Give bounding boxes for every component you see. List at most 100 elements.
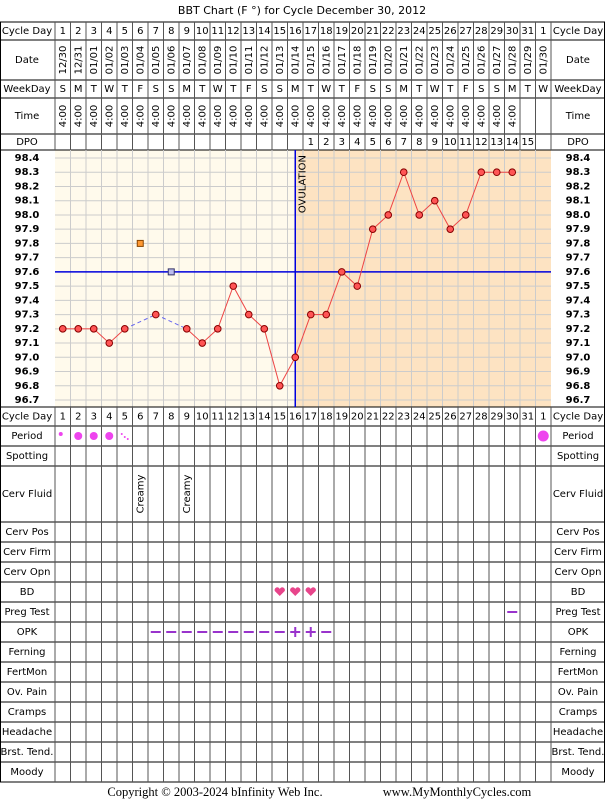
- cell-text: 3: [91, 412, 97, 423]
- row-label: WeekDay: [554, 84, 601, 95]
- cell-text: 4:00: [445, 105, 456, 127]
- cell-text: W: [321, 84, 331, 95]
- period-mark: [105, 432, 114, 440]
- cell-text: 01/04: [135, 46, 146, 75]
- temp-point: [74, 325, 83, 333]
- y-tick-label: 96.8: [566, 381, 591, 392]
- cell-text: 10: [196, 26, 209, 37]
- cell-text: 4:00: [275, 105, 286, 127]
- cell-text: 4:00: [197, 105, 208, 127]
- row-label: Preg Test: [555, 607, 600, 618]
- temp-point: [182, 325, 191, 333]
- y-tick-label: 97.2: [15, 324, 40, 335]
- cell-text: 01/30: [538, 46, 549, 75]
- cell-text: F: [246, 84, 252, 95]
- bd-heart: [290, 587, 301, 596]
- cell-text: 1: [540, 26, 546, 37]
- period-mark: [89, 432, 98, 440]
- temp-point: [461, 211, 470, 219]
- row-label: Cycle Day: [2, 26, 52, 37]
- row-label: Date: [566, 55, 590, 66]
- cell-text: F: [354, 84, 360, 95]
- cell-text: 01/26: [476, 46, 487, 75]
- row-label: Preg Test: [4, 607, 49, 618]
- cell-text: 4:00: [414, 105, 425, 127]
- y-tick-label: 97.8: [15, 238, 40, 249]
- cell-text: 15: [273, 26, 286, 37]
- row-label: Cycle Day: [553, 412, 603, 423]
- y-tick-label: 97.1: [566, 338, 591, 349]
- y-tick-label: 96.9: [15, 367, 40, 378]
- cell-text: 14: [506, 137, 519, 148]
- y-tick-label: 98.0: [566, 210, 591, 221]
- discarded-temp: [167, 268, 175, 276]
- cell-text: 16: [289, 26, 302, 37]
- cell-text: 4: [354, 137, 360, 148]
- y-tick-label: 97.4: [15, 295, 40, 306]
- cell-text: 4:00: [321, 105, 332, 127]
- row-label: Ferning: [559, 647, 596, 658]
- cell-text: 1: [540, 412, 546, 423]
- cell-text: 22: [382, 412, 395, 423]
- row-label: WeekDay: [3, 84, 50, 95]
- row-label: FertMon: [558, 667, 598, 678]
- cell-text: 23: [397, 26, 410, 37]
- cell-text: 4:00: [461, 105, 472, 127]
- cell-text: M: [74, 84, 83, 95]
- row-label: OPK: [17, 627, 38, 638]
- row-label: Cerv Opn: [555, 567, 602, 578]
- cell-text: 4:00: [213, 105, 224, 127]
- cell-text: 28: [475, 412, 488, 423]
- temp-point: [508, 168, 517, 177]
- cell-text: 1: [308, 137, 314, 148]
- temp-point: [229, 282, 238, 290]
- temp-point: [244, 310, 253, 319]
- cell-text: 01/22: [414, 46, 425, 75]
- cell-text: T: [446, 84, 454, 95]
- row-label: Time: [565, 111, 590, 122]
- cell-text: 01/07: [182, 46, 193, 75]
- temp-line: [294, 314, 312, 358]
- row-label: BD: [20, 587, 35, 598]
- temp-line: [263, 328, 281, 386]
- cell-text: 16: [289, 412, 302, 423]
- cell-text: 24: [413, 412, 426, 423]
- temp-point: [430, 196, 439, 205]
- cell-text: 4:00: [120, 105, 131, 127]
- cell-text: 11: [211, 412, 224, 423]
- cell-text: 6: [137, 412, 143, 423]
- cell-text: 4:00: [166, 105, 177, 127]
- discarded-temp: [136, 239, 144, 247]
- cell-text: 3: [339, 137, 345, 148]
- y-tick-label: 96.7: [15, 395, 40, 406]
- temp-point: [446, 225, 455, 233]
- cell-text: 18: [320, 412, 333, 423]
- cell-text: T: [229, 84, 237, 95]
- cell-text: 14: [258, 26, 271, 37]
- cell-text: 4:00: [352, 105, 363, 127]
- cell-text: 01/03: [120, 46, 131, 75]
- y-tick-label: 97.7: [15, 253, 40, 264]
- cell-text: 7: [153, 26, 159, 37]
- cell-text: M: [291, 84, 300, 95]
- cell-text: W: [538, 84, 548, 95]
- cell-text: 4:00: [89, 105, 100, 127]
- y-tick-label: 97.7: [566, 253, 591, 264]
- cell-text: 17: [304, 26, 317, 37]
- period-mark: [74, 432, 83, 440]
- cell-text: 9: [184, 26, 190, 37]
- cell-text: 4:00: [337, 105, 348, 127]
- temp-point: [291, 353, 300, 362]
- cell-text: S: [494, 84, 500, 95]
- cell-text: 6: [137, 26, 143, 37]
- y-tick-label: 98.1: [566, 196, 591, 207]
- row-label: FertMon: [7, 667, 47, 678]
- cell-text: 4:00: [259, 105, 270, 127]
- cell-text: M: [508, 84, 517, 95]
- cell-text: 15: [273, 412, 286, 423]
- temp-point: [415, 211, 424, 219]
- temp-line: [279, 357, 296, 387]
- cell-text: T: [338, 84, 346, 95]
- row-label: Ferning: [8, 647, 45, 658]
